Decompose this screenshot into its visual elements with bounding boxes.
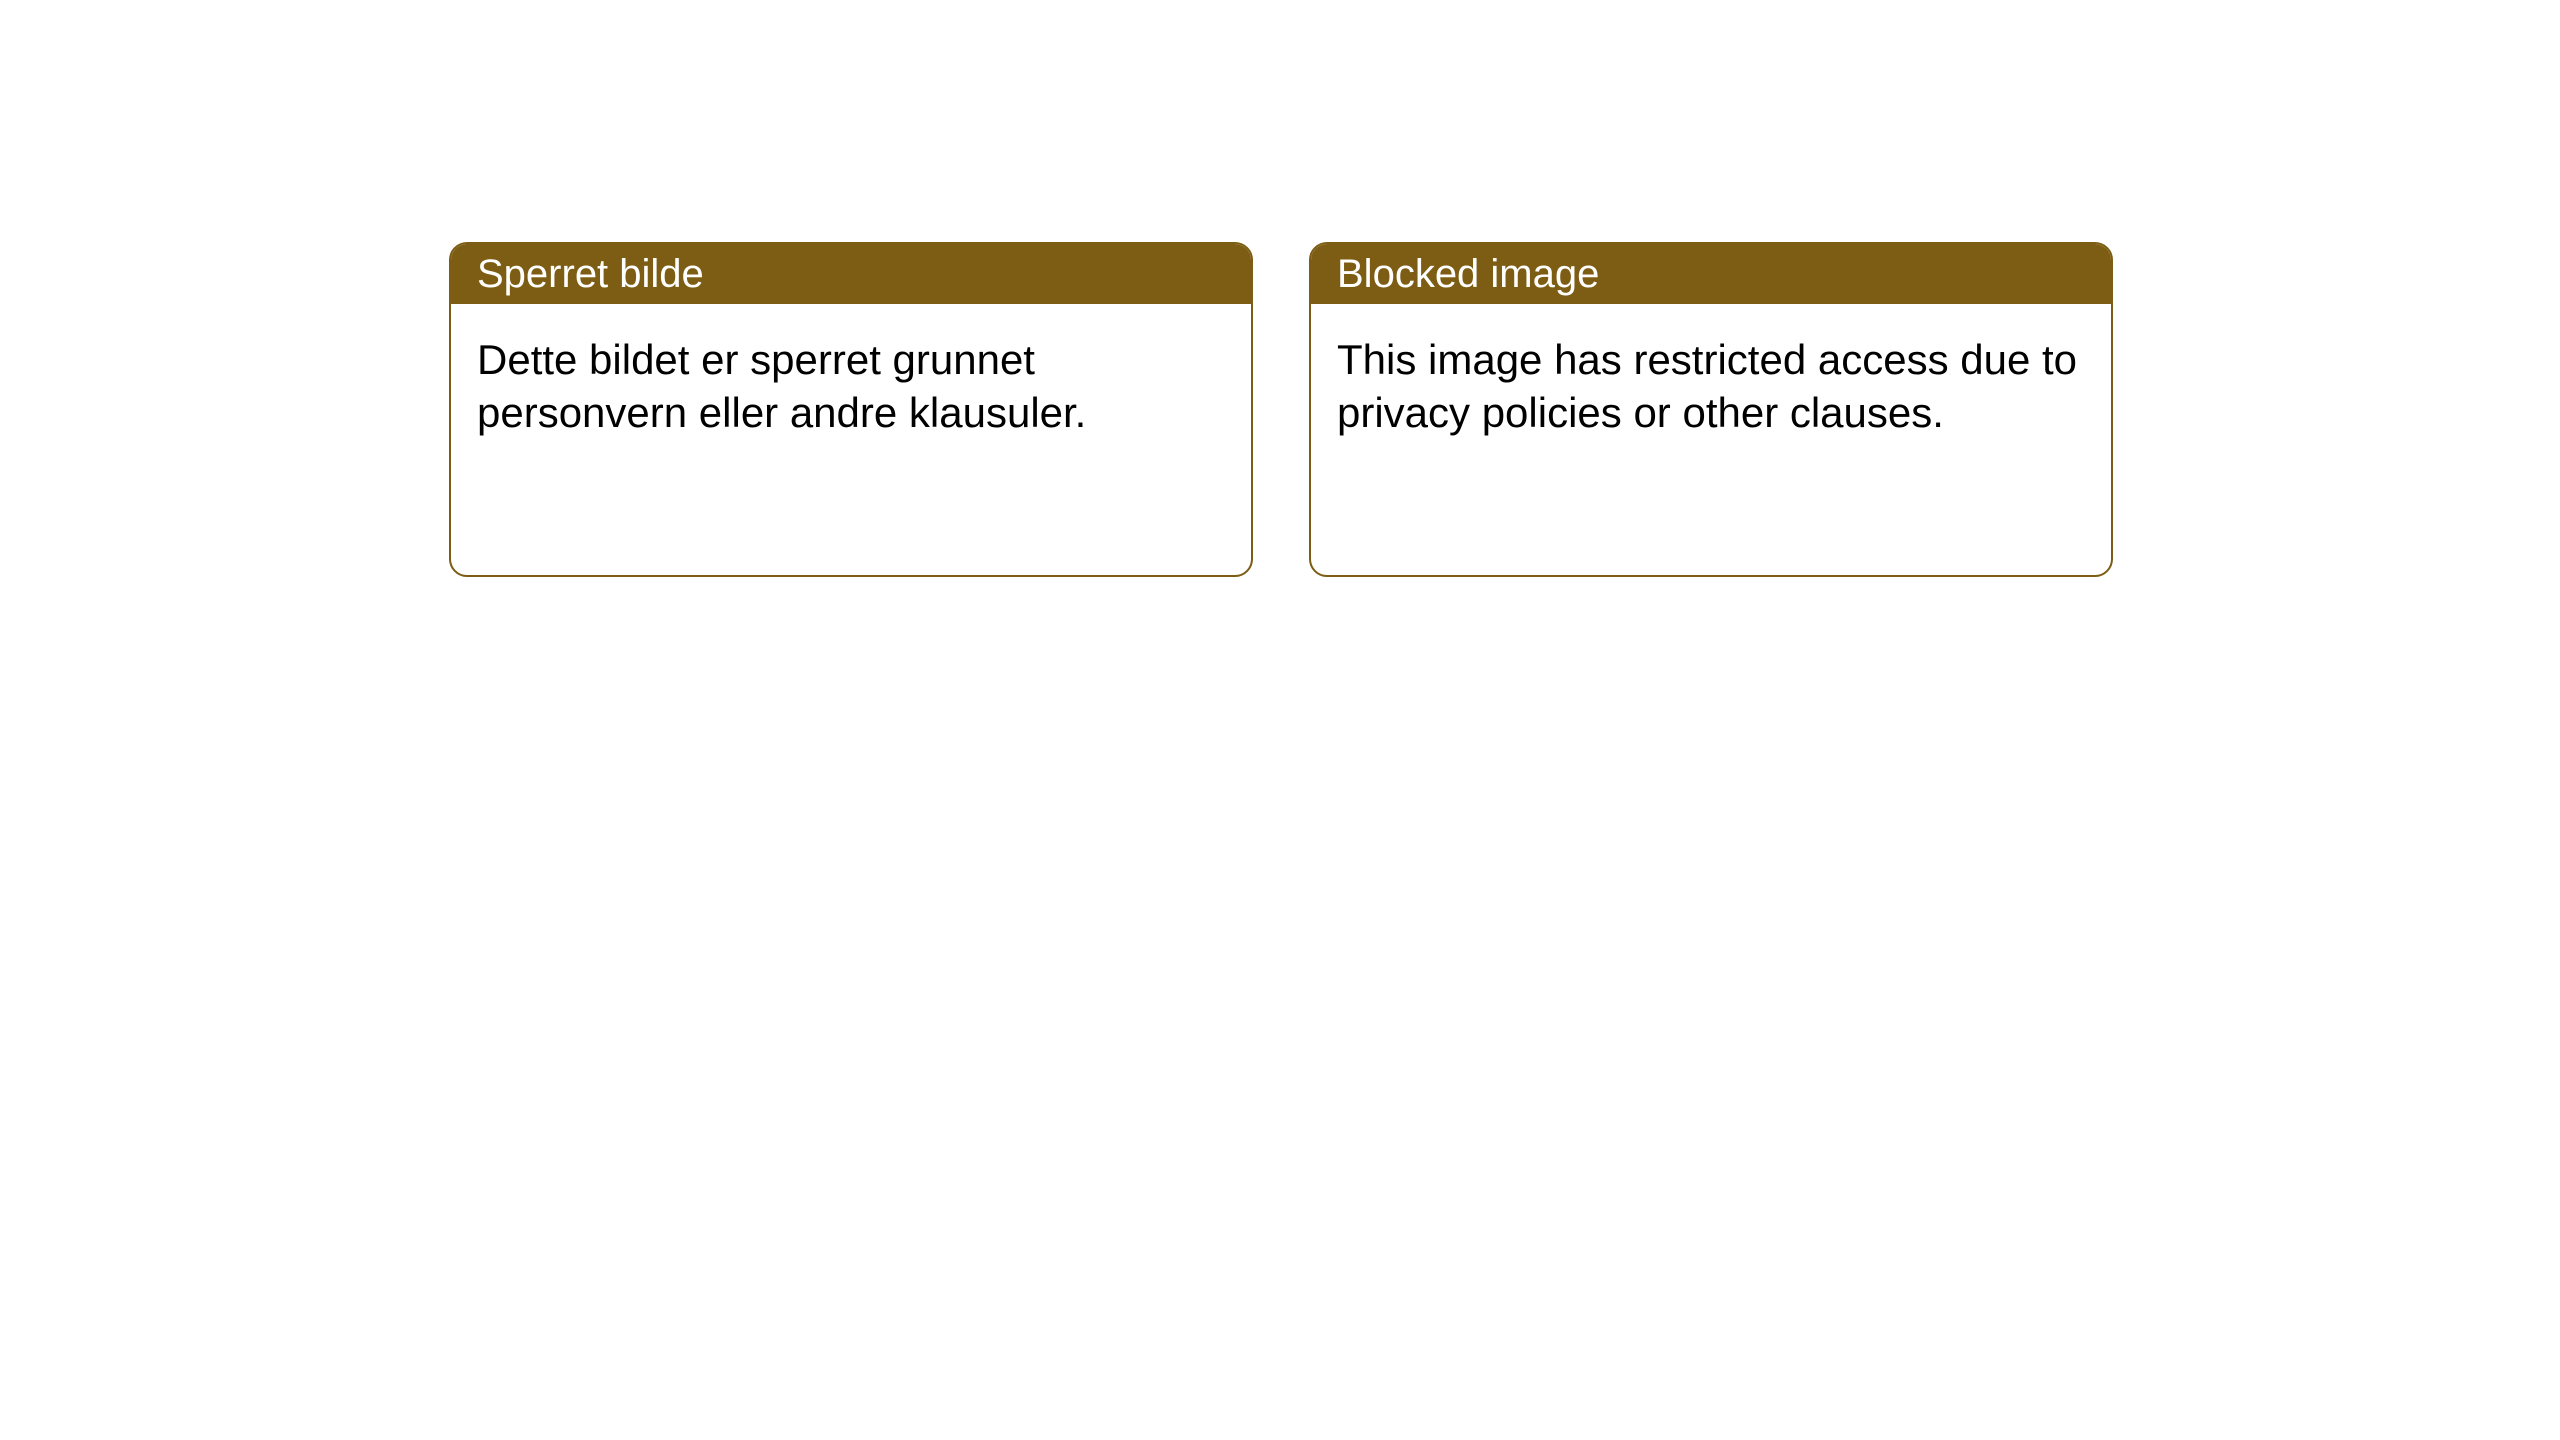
notice-card-norwegian: Sperret bilde Dette bildet er sperret gr…	[449, 242, 1253, 577]
notice-card-english: Blocked image This image has restricted …	[1309, 242, 2113, 577]
notice-card-title: Sperret bilde	[477, 252, 704, 297]
notice-card-text: Dette bildet er sperret grunnet personve…	[477, 336, 1086, 436]
notice-card-container: Sperret bilde Dette bildet er sperret gr…	[449, 242, 2113, 577]
notice-card-title: Blocked image	[1337, 252, 1599, 297]
notice-card-text: This image has restricted access due to …	[1337, 336, 2077, 436]
notice-card-header: Sperret bilde	[451, 244, 1251, 304]
notice-card-body: Dette bildet er sperret grunnet personve…	[451, 304, 1251, 469]
notice-card-body: This image has restricted access due to …	[1311, 304, 2111, 469]
notice-card-header: Blocked image	[1311, 244, 2111, 304]
